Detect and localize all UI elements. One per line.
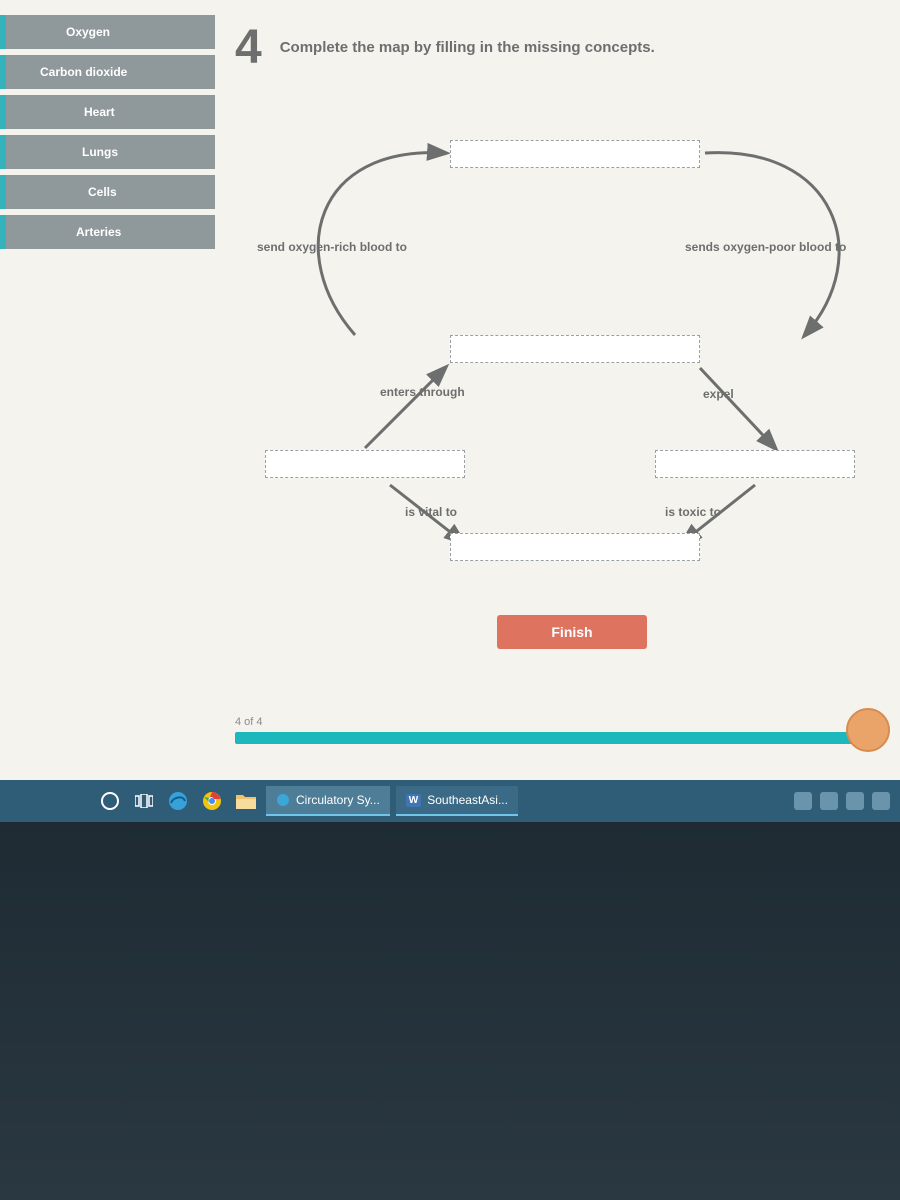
- term-label: Lungs: [6, 145, 215, 159]
- windows-taskbar: Circulatory Sy... W SoutheastAsi...: [0, 780, 900, 822]
- app-window: Oxygen Carbon dioxide Heart Lungs Cells …: [0, 0, 900, 780]
- term-label: Carbon dioxide: [6, 65, 215, 79]
- chrome-icon[interactable]: [198, 787, 226, 815]
- term-label: Cells: [6, 185, 215, 199]
- cortana-circle-icon: [101, 792, 119, 810]
- edge-label-bot-left: is vital to: [405, 505, 457, 519]
- dropzone-bottom[interactable]: [450, 533, 700, 561]
- edge-svg-icon: [168, 791, 188, 811]
- tray-icon[interactable]: [794, 792, 812, 810]
- folder-svg-icon: [236, 793, 256, 809]
- taskbar-app-label: SoutheastAsi...: [427, 793, 508, 807]
- term-arteries[interactable]: Arteries: [0, 215, 215, 249]
- edge-label-mid-right: expel: [703, 387, 734, 401]
- arrow-mid-right: [690, 363, 790, 453]
- tray-icon[interactable]: [872, 792, 890, 810]
- word-icon: W: [406, 794, 421, 807]
- progress-bar: [235, 732, 875, 744]
- browser-tab-icon: [276, 793, 290, 807]
- edge-icon[interactable]: [164, 787, 192, 815]
- progress-area: 4 of 4: [235, 716, 875, 744]
- taskview-svg-icon: [135, 794, 153, 808]
- term-label: Arteries: [6, 225, 215, 239]
- edge-label-top-left: send oxygen-rich blood to: [257, 240, 407, 254]
- term-sidebar: Oxygen Carbon dioxide Heart Lungs Cells …: [0, 0, 215, 780]
- edge-label-mid-left: enters through: [380, 385, 465, 399]
- question-header: 4 Complete the map by filling in the mis…: [235, 20, 890, 75]
- arrow-mid-left: [355, 363, 455, 453]
- term-carbon-dioxide[interactable]: Carbon dioxide: [0, 55, 215, 89]
- question-number: 4: [235, 20, 262, 75]
- concept-map: send oxygen-rich blood to sends oxygen-p…: [235, 85, 875, 605]
- edge-label-top-right: sends oxygen-poor blood to: [685, 240, 846, 254]
- task-view-icon[interactable]: [130, 787, 158, 815]
- finish-button[interactable]: Finish: [497, 615, 647, 649]
- taskbar-app-label: Circulatory Sy...: [296, 793, 380, 807]
- question-prompt: Complete the map by filling in the missi…: [280, 39, 655, 56]
- file-explorer-icon[interactable]: [232, 787, 260, 815]
- dropzone-middle[interactable]: [450, 335, 700, 363]
- taskbar-app-word[interactable]: W SoutheastAsi...: [396, 786, 518, 816]
- system-tray: [794, 792, 890, 810]
- term-label: Oxygen: [6, 25, 215, 39]
- avatar[interactable]: [846, 708, 890, 752]
- term-oxygen[interactable]: Oxygen: [0, 15, 215, 49]
- term-cells[interactable]: Cells: [0, 175, 215, 209]
- desk-surface: [0, 822, 900, 1200]
- term-heart[interactable]: Heart: [0, 95, 215, 129]
- tray-icon[interactable]: [820, 792, 838, 810]
- dropzone-top[interactable]: [450, 140, 700, 168]
- edge-label-bot-right: is toxic to: [665, 505, 721, 519]
- main-panel: 4 Complete the map by filling in the mis…: [215, 0, 900, 780]
- tray-icon[interactable]: [846, 792, 864, 810]
- dropzone-right[interactable]: [655, 450, 855, 478]
- start-button[interactable]: [96, 787, 124, 815]
- term-lungs[interactable]: Lungs: [0, 135, 215, 169]
- chrome-svg-icon: [202, 791, 222, 811]
- term-label: Heart: [6, 105, 215, 119]
- taskbar-app-circulatory[interactable]: Circulatory Sy...: [266, 786, 390, 816]
- dropzone-left[interactable]: [265, 450, 465, 478]
- progress-label: 4 of 4: [235, 716, 875, 728]
